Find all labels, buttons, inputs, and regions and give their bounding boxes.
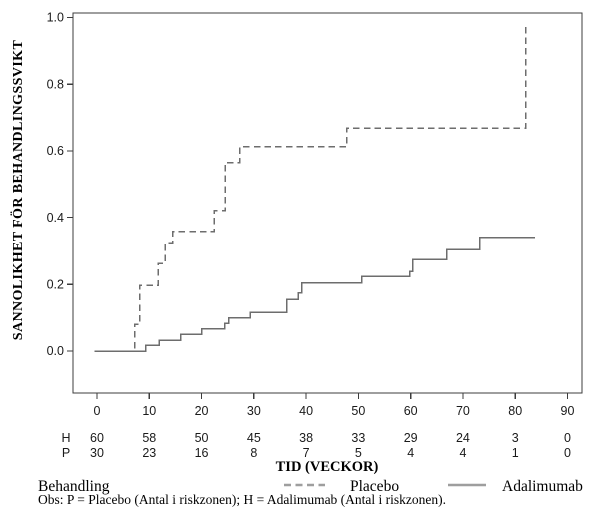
risk-cell: 38 — [299, 431, 313, 445]
risk-cell: 58 — [142, 431, 156, 445]
curves — [94, 22, 536, 352]
risk-cell: 45 — [247, 431, 261, 445]
y-axis-ticks: 0.0 0.2 0.4 0.6 0.8 1.0 — [47, 11, 73, 358]
y-tick-label: 0.4 — [47, 211, 64, 225]
x-tick-label: 70 — [456, 404, 470, 418]
risk-cell: 4 — [407, 446, 414, 460]
risk-row-label-P: P — [62, 446, 70, 460]
risk-cell: 1 — [512, 446, 519, 460]
risk-cell: 30 — [90, 446, 104, 460]
risk-row-label-H: H — [61, 431, 70, 445]
risk-cell: 3 — [512, 431, 519, 445]
y-axis-title: SANNOLIKHET FÖR BEHANDLINGSSVIKT — [9, 40, 26, 341]
x-tick-label: 40 — [299, 404, 313, 418]
legend: Behandling Placebo Adalimumab — [38, 478, 583, 495]
x-tick-label: 10 — [142, 404, 156, 418]
risk-cell: 23 — [142, 446, 156, 460]
y-tick-label: 0.2 — [47, 278, 64, 292]
risk-cell: 33 — [351, 431, 365, 445]
x-axis-title: TID (VECKOR) — [276, 459, 379, 475]
risk-cell: 8 — [250, 446, 257, 460]
placebo-curve — [94, 22, 527, 352]
risk-cell: 24 — [456, 431, 470, 445]
legend-title: Behandling — [38, 478, 110, 495]
y-tick-label: 0.8 — [47, 77, 64, 91]
y-tick-label: 1.0 — [47, 11, 64, 25]
risk-cell: 5 — [355, 446, 362, 460]
plot-frame — [72, 12, 583, 394]
y-tick-label: 0.0 — [47, 344, 64, 358]
risk-cell: 60 — [90, 431, 104, 445]
adalimumab-curve — [94, 236, 536, 352]
legend-label-placebo: Placebo — [350, 478, 399, 495]
x-tick-label: 50 — [351, 404, 365, 418]
x-tick-label: 60 — [404, 404, 418, 418]
y-tick-label: 0.6 — [47, 144, 64, 158]
risk-cell: 29 — [404, 431, 418, 445]
x-tick-label: 90 — [561, 404, 575, 418]
x-tick-label: 80 — [508, 404, 522, 418]
x-tick-label: 0 — [94, 404, 101, 418]
footnote: Obs: P = Placebo (Antal i riskzonen); H … — [38, 492, 446, 507]
x-tick-label: 30 — [247, 404, 261, 418]
legend-label-adalimumab: Adalimumab — [502, 478, 583, 495]
risk-cell: 50 — [195, 431, 209, 445]
x-axis-ticks: 0 10 20 30 40 50 60 70 80 90 — [94, 393, 575, 418]
risk-table: H 60 58 50 45 38 33 29 24 3 0P 30 23 16 8 7 5 4 4 1 0 — [61, 431, 571, 460]
risk-cell: 4 — [459, 446, 466, 460]
risk-cell: 16 — [195, 446, 209, 460]
risk-cell: 0 — [564, 431, 571, 445]
risk-cell: 0 — [564, 446, 571, 460]
risk-cell: 7 — [303, 446, 310, 460]
x-tick-label: 20 — [195, 404, 209, 418]
